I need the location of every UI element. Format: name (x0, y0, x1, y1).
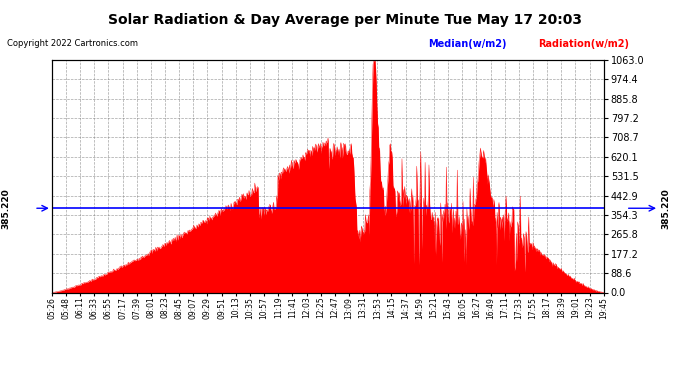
Text: 385.220: 385.220 (1, 188, 10, 229)
Text: Median(w/m2): Median(w/m2) (428, 39, 506, 50)
Text: Solar Radiation & Day Average per Minute Tue May 17 20:03: Solar Radiation & Day Average per Minute… (108, 13, 582, 27)
Text: Radiation(w/m2): Radiation(w/m2) (538, 39, 629, 50)
Text: Copyright 2022 Cartronics.com: Copyright 2022 Cartronics.com (7, 39, 138, 48)
Text: 385.220: 385.220 (661, 188, 671, 229)
